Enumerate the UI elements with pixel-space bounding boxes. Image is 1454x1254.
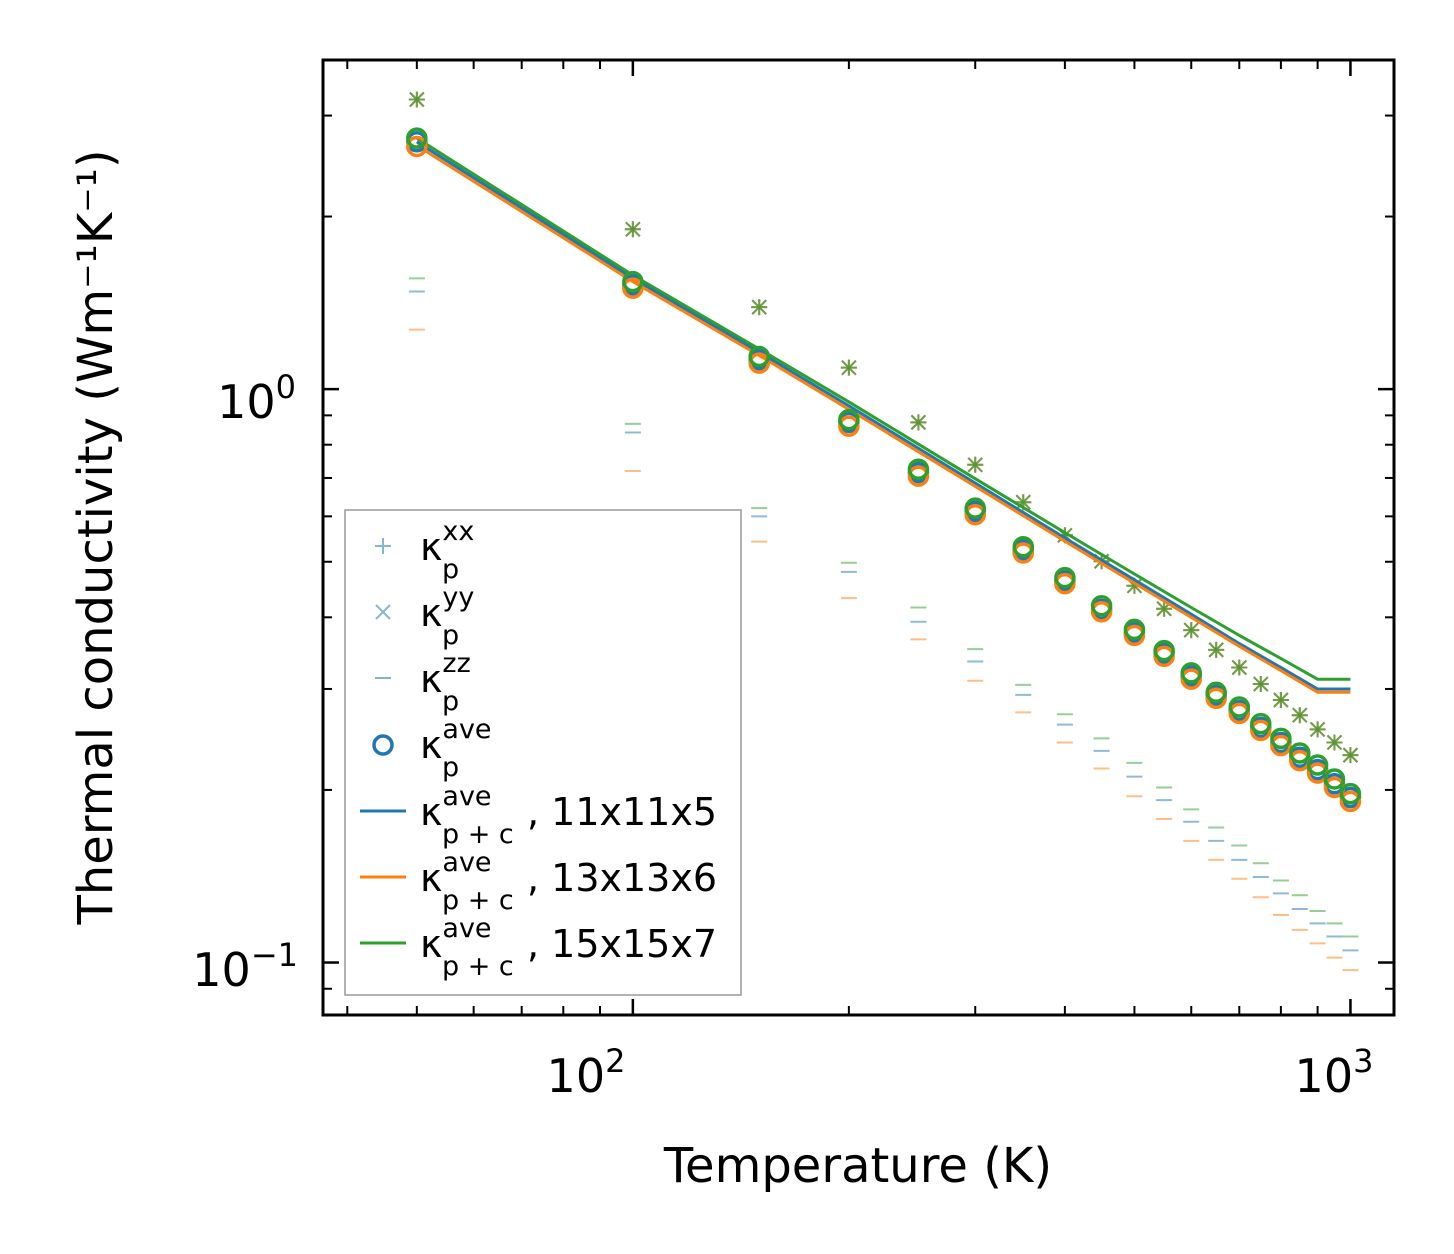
kappa-ave-marker-green [964, 497, 986, 519]
x-axis-title: Temperature (K) [663, 1138, 1052, 1194]
y-axis-title: Thermal conductivity (Wm⁻¹K⁻¹) [68, 149, 124, 925]
kappa-ave-marker-orange [1228, 702, 1251, 725]
kappa-ave-marker-green [406, 127, 428, 149]
kappa-ave-marker-orange [1090, 601, 1113, 623]
kappa-ave-marker-orange [1250, 719, 1272, 742]
kappa-ave-marker-green [838, 408, 860, 431]
kappa-ave-marker-green [1012, 536, 1035, 558]
x-tick-label-100: 102 [547, 1042, 626, 1103]
kappa-ave-marker-green [1205, 681, 1227, 704]
kappa-yy-marker-green [1253, 676, 1269, 692]
kappa-ave-marker-orange [1180, 668, 1202, 690]
kappa-yy-marker-green [1015, 494, 1031, 510]
kappa-yy-marker-green [1183, 622, 1199, 638]
series-line-orange [416, 144, 1351, 694]
x-tick-label-1000: 103 [1295, 1042, 1374, 1103]
major-ticks [323, 60, 1394, 1015]
kappa-yy-marker-green [409, 91, 425, 108]
kappa-yy-marker-green [751, 299, 767, 315]
kappa-yy-marker-green [1309, 721, 1326, 738]
kappa-ave-marker-green [622, 270, 644, 293]
kappa-ave-marker-orange [838, 415, 860, 437]
y-tick-label-0.1: 10−1 [192, 936, 298, 997]
legend-box [344, 509, 742, 996]
legend-symbol-cross [375, 604, 391, 620]
kappa-ave-marker-green [907, 458, 930, 480]
kappa-ave-marker-orange [907, 465, 930, 487]
kappa-ave-marker-orange [622, 277, 644, 299]
kappa-ave-marker-orange [748, 352, 770, 374]
kappa-ave-marker-green [1153, 639, 1175, 662]
kappa-ave-marker-green [748, 345, 770, 368]
kappa-yy-marker-green [1208, 642, 1224, 658]
kappa-ave-marker-green [1090, 595, 1113, 617]
kappa-yy-marker-green [910, 414, 927, 431]
plot-frame [321, 58, 1396, 1017]
kappa-ave-marker-green [1289, 742, 1311, 764]
kappa-yy-marker-green [1231, 659, 1247, 676]
kappa-ave-marker-green [1323, 768, 1346, 790]
y-tick-label-1: 100 [217, 368, 296, 429]
kappa-ave-marker-green [1180, 662, 1202, 684]
kappa-yy-marker-green [841, 359, 857, 376]
kappa-ave-marker-green [1228, 696, 1251, 718]
kappa-ave-marker-orange [1012, 542, 1035, 564]
kappa-ave-marker-green [1250, 712, 1272, 735]
series-line-green [415, 136, 1351, 681]
kappa-yy-marker-green [1326, 734, 1343, 751]
legend-symbol-plus [375, 538, 391, 554]
kappa-ave-marker-orange [1205, 687, 1227, 710]
kappa-ave-marker-orange [1339, 790, 1362, 813]
kappa-ave-marker-orange [1123, 624, 1146, 647]
kappa-yy-marker-green [625, 221, 641, 238]
kappa-ave-marker-orange [1054, 572, 1076, 595]
legend-symbol-circle [372, 734, 394, 756]
plot-area [406, 91, 1362, 972]
kappa-ave-marker-green [1339, 782, 1362, 805]
kappa-ave-marker-green [1054, 566, 1076, 589]
kappa-ave-marker-orange [1270, 734, 1292, 757]
kappa-yy-marker-green [967, 457, 983, 473]
legend: κxx p κyy p κzz p κave p κave p + c, 11x11x5 … [344, 509, 742, 996]
kappa-ave-marker-green [1123, 618, 1146, 641]
kappa-yy-marker-green [1342, 747, 1359, 763]
kappa-ave-marker-orange [406, 135, 428, 158]
kappa-yy-marker-green [1292, 707, 1308, 723]
kappa-ave-marker-green [1270, 727, 1292, 750]
kappa-yy-marker-green [1273, 692, 1289, 708]
kappa-ave-marker-green [1306, 754, 1329, 776]
kappa-ave-marker-orange [964, 503, 986, 526]
series-line-blue [415, 140, 1351, 691]
legend-symbols [360, 538, 406, 945]
